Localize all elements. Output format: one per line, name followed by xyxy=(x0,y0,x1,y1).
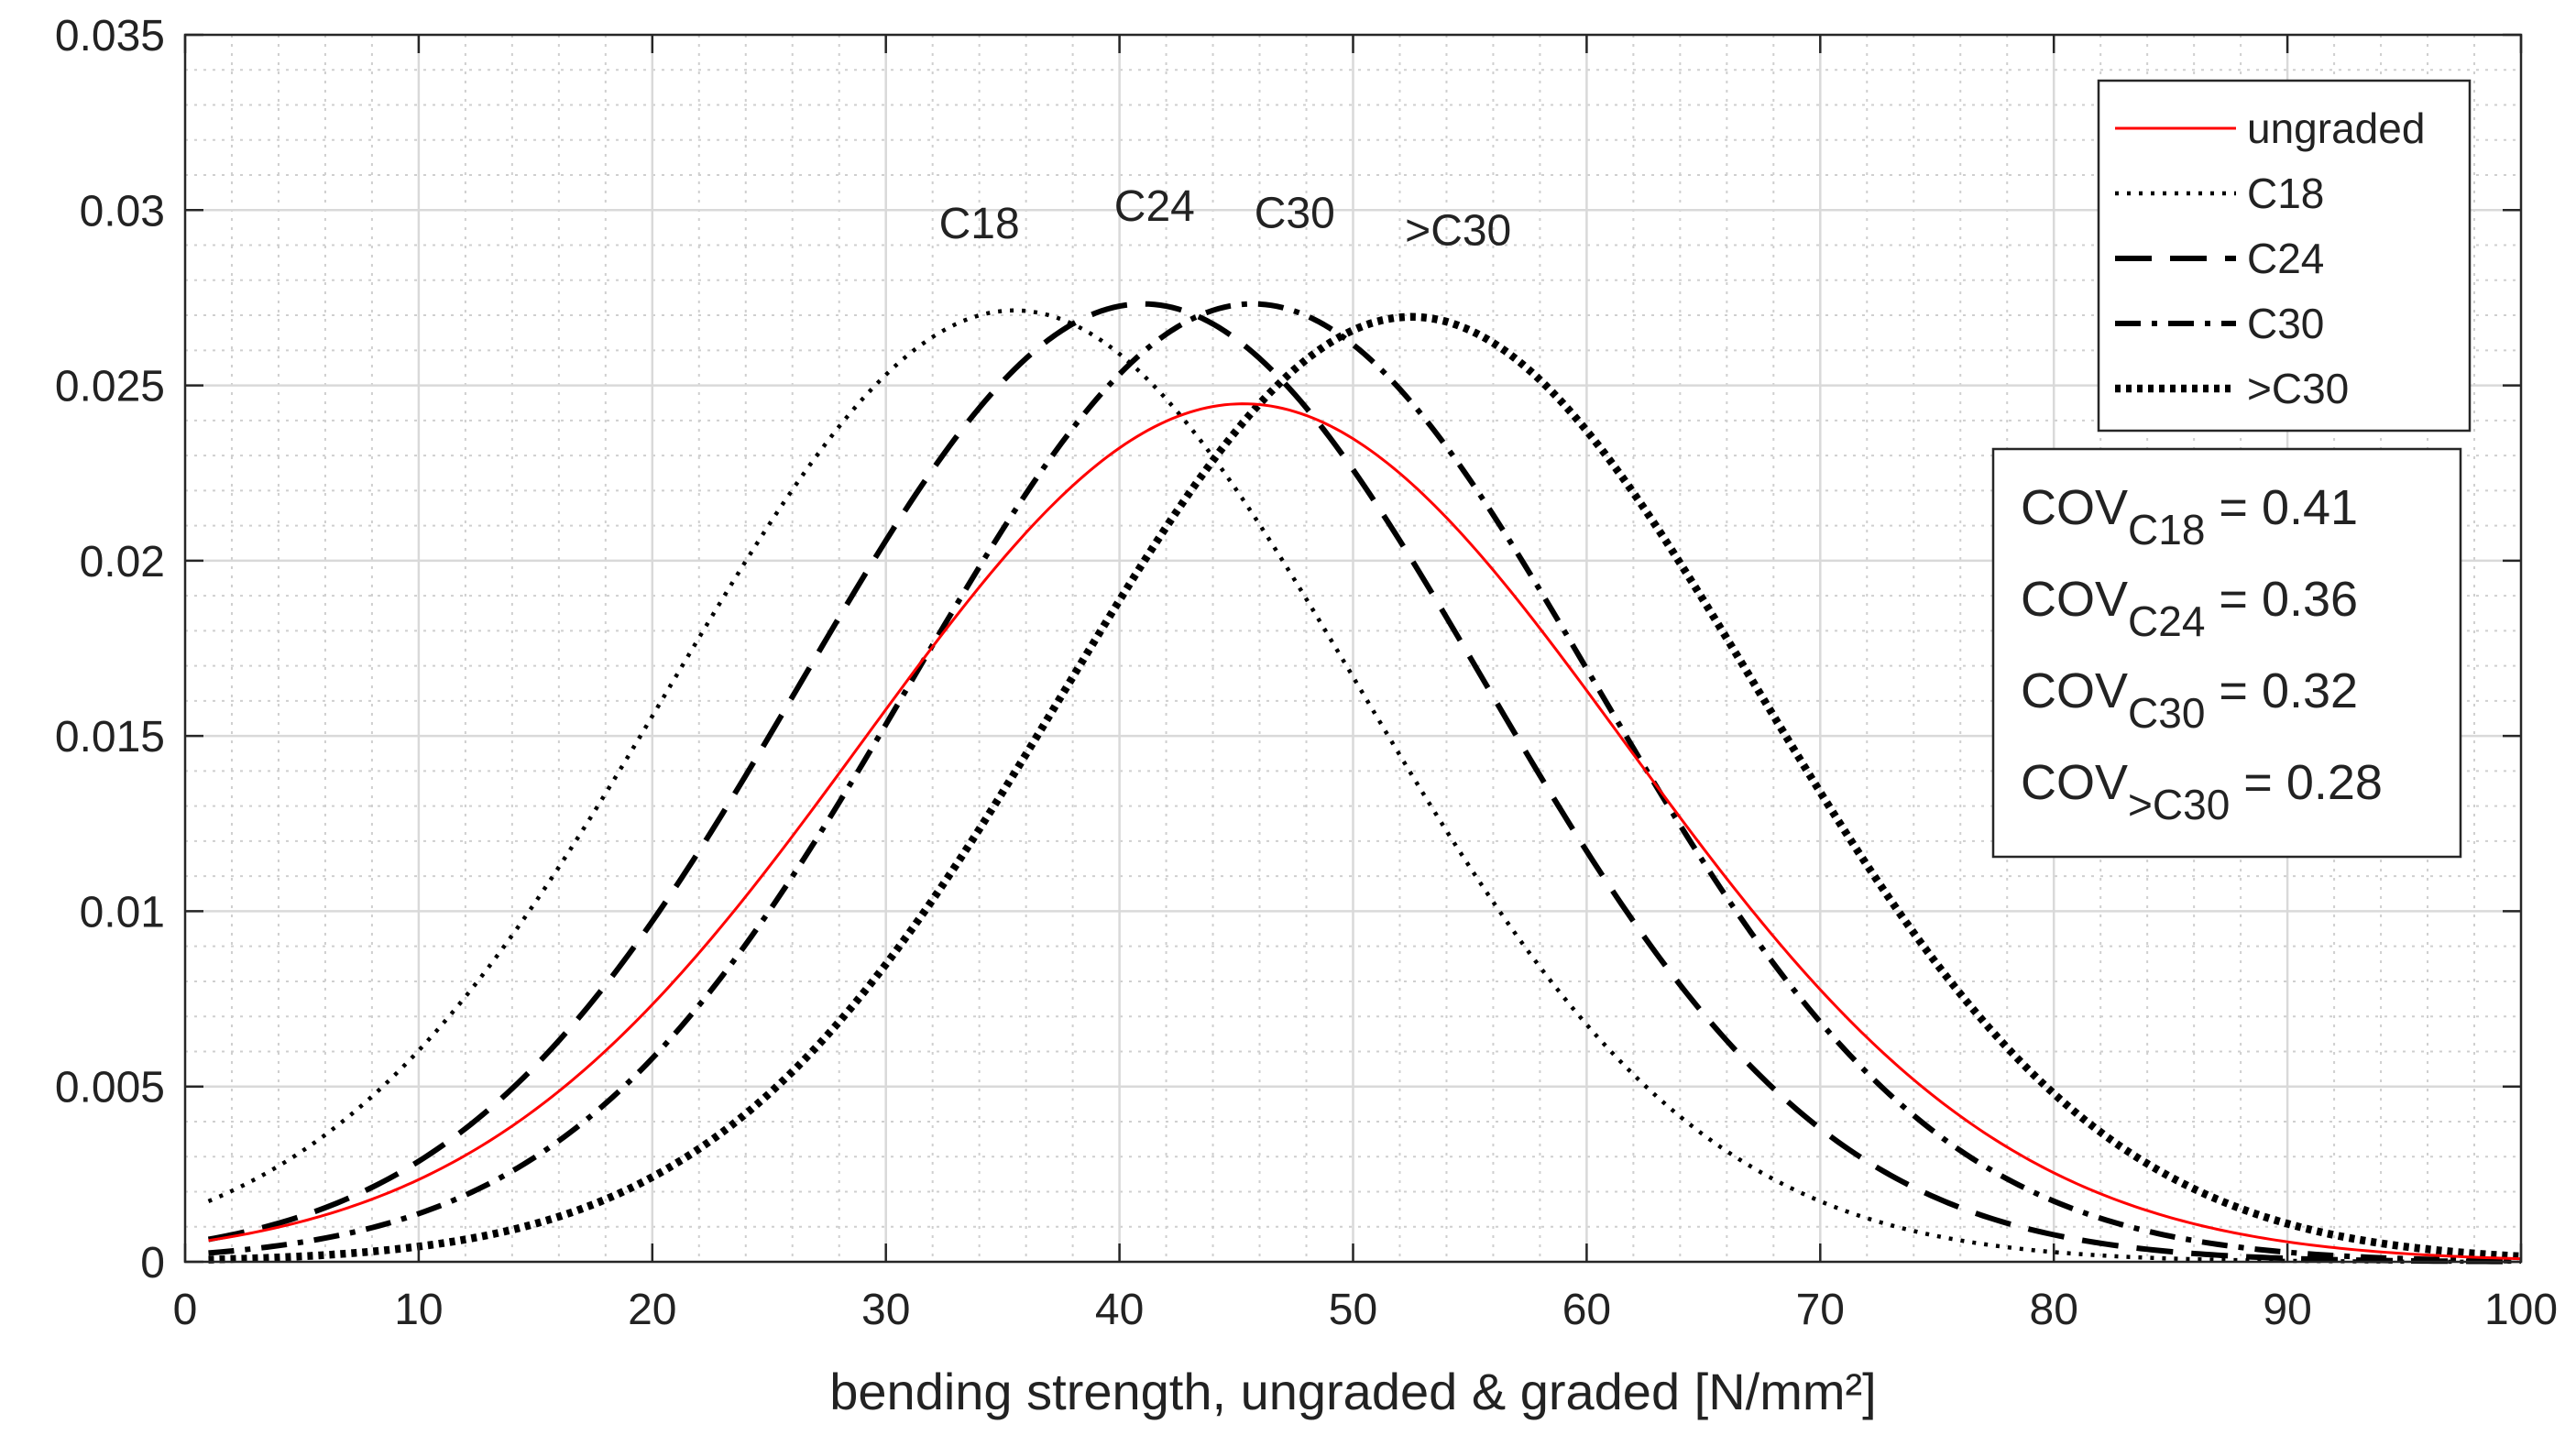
x-tick-label: 80 xyxy=(2030,1286,2078,1334)
cov-box: COVC18 = 0.41 COVC24 = 0.36 COVC30 = 0.32 C… xyxy=(1991,447,2462,859)
curves xyxy=(207,301,2522,1265)
x-tick-label: 90 xyxy=(2263,1286,2311,1334)
x-tick-label: 10 xyxy=(394,1286,443,1334)
x-axis-label: bending strength, ungraded & graded [N/m… xyxy=(829,1363,1876,1420)
cov-entry: COVC18 = 0.41 xyxy=(2021,480,2358,553)
y-tick-label: 0.03 xyxy=(80,187,165,236)
legend-label: C30 xyxy=(2247,300,2324,347)
y-tick-label: 0.035 xyxy=(55,12,165,60)
series-c24 xyxy=(207,301,2522,1265)
x-tick-label: 0 xyxy=(173,1286,198,1334)
series-c30 xyxy=(208,301,2522,1264)
x-tick-label: 60 xyxy=(1562,1286,1611,1334)
x-tick-label: 100 xyxy=(2484,1286,2558,1334)
legend: ungraded C18 C24 C30 >C30 xyxy=(2097,79,2472,433)
y-tick-label: 0.015 xyxy=(55,713,165,761)
y-tick-label: 0 xyxy=(140,1239,165,1287)
axis-ticks xyxy=(183,33,2523,1264)
legend-label: C18 xyxy=(2247,170,2324,217)
y-tick-label: 0.025 xyxy=(55,363,165,411)
y-tick-label: 0.005 xyxy=(55,1064,165,1112)
annotation-label: C24 xyxy=(1114,182,1195,231)
x-tick-label: 20 xyxy=(628,1286,676,1334)
cov-box-frame xyxy=(1991,447,2462,859)
x-tick-label: 70 xyxy=(1796,1286,1845,1334)
legend-label: ungraded xyxy=(2247,104,2425,152)
x-tick-label: 50 xyxy=(1329,1286,1377,1334)
cov-entry: COVC24 = 0.36 xyxy=(2021,572,2358,645)
y-tick-label: 0.02 xyxy=(80,538,165,586)
cov-entry: COV>C30 = 0.28 xyxy=(2021,755,2383,828)
curve-annotations: C18 C24 C30 >C30 xyxy=(939,182,1512,256)
annotation-label: C30 xyxy=(1255,189,1335,237)
legend-label: C24 xyxy=(2247,235,2324,282)
legend-label: >C30 xyxy=(2247,365,2349,412)
legend-box xyxy=(2097,79,2472,433)
tick-labels: 0 10 20 30 40 50 60 70 80 90 100 0 0.005 0.01 0.015 0.0… xyxy=(55,12,2558,1334)
x-tick-label: 40 xyxy=(1095,1286,1144,1334)
x-tick-label: 30 xyxy=(861,1286,910,1334)
annotation-label: >C30 xyxy=(1405,207,1511,256)
series-c30 xyxy=(208,312,2522,1264)
cov-entry: COVC30 = 0.32 xyxy=(2021,663,2358,737)
series-ungraded xyxy=(208,402,2522,1261)
y-tick-label: 0.01 xyxy=(80,888,165,937)
annotation-label: C18 xyxy=(939,200,1020,248)
